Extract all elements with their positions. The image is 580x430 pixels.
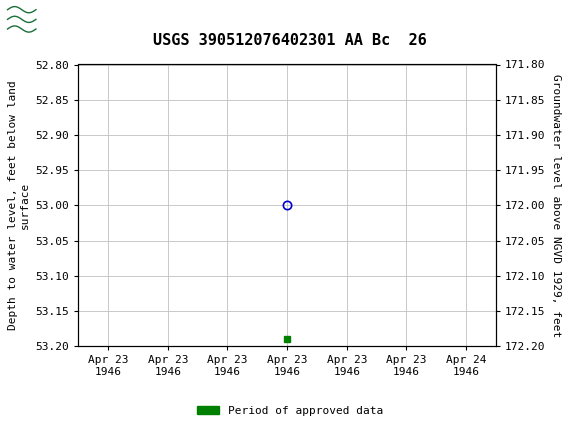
Text: USGS: USGS: [49, 10, 109, 29]
Legend: Period of approved data: Period of approved data: [193, 401, 387, 420]
Text: USGS 390512076402301 AA Bc  26: USGS 390512076402301 AA Bc 26: [153, 34, 427, 48]
Y-axis label: Groundwater level above NGVD 1929, feet: Groundwater level above NGVD 1929, feet: [551, 74, 561, 337]
FancyBboxPatch shape: [6, 6, 38, 33]
Y-axis label: Depth to water level, feet below land
surface: Depth to water level, feet below land su…: [8, 80, 30, 330]
